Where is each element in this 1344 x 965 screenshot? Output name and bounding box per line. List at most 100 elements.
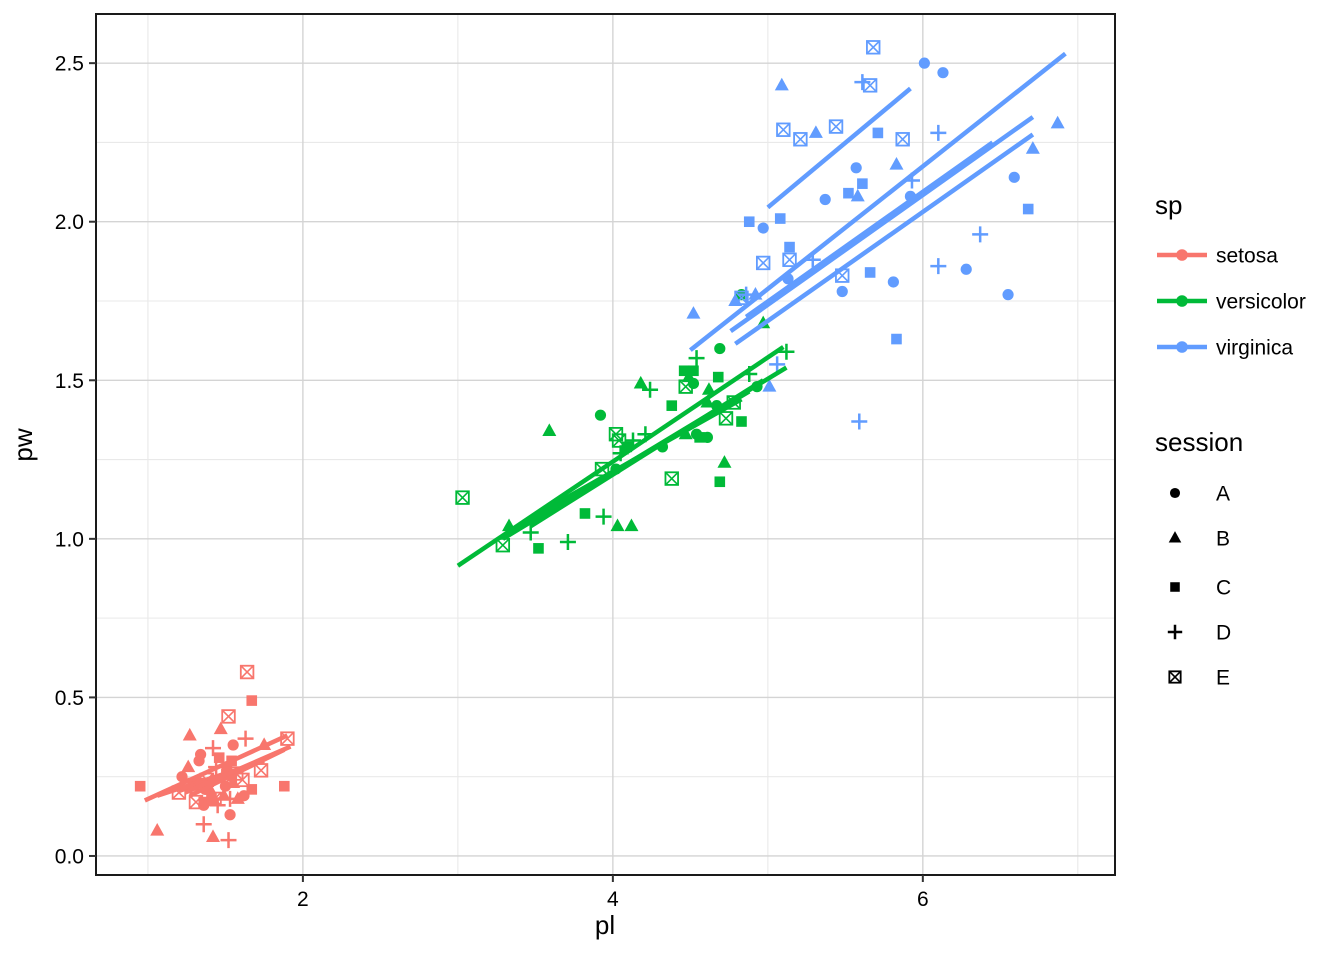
data-point-virginica [757,222,769,234]
square-icon [1170,582,1180,592]
data-point-virginica [743,216,755,228]
data-point-virginica-box [776,122,791,137]
data-point-virginica-box [862,78,878,93]
data-point-setosa [195,816,212,833]
data-point-virginica [930,124,947,141]
data-point-setosa [216,788,231,801]
data-point-virginica-cross [756,256,771,270]
legend-label-session-B: B [1216,528,1230,551]
trend-line-virginica [688,51,1067,352]
data-point-virginica [1050,115,1065,129]
data-point-setosa [279,780,290,792]
data-point-setosa [198,796,210,808]
data-point-virginica [755,255,771,271]
legend: sp setosa versicolor virginica session AB C… [1155,190,1306,690]
data-point-virginica [782,252,797,267]
data-point-virginica [793,132,808,147]
data-point-setosa-box [235,772,250,788]
data-point-setosa [205,740,222,757]
data-point-versicolor [701,431,714,443]
data-point-virginica [872,127,884,139]
y-tick-label: 1.5 [55,370,84,393]
data-point-virginica [960,263,972,275]
data-point-virginica [930,258,947,275]
data-point-versicolor [712,371,724,383]
trend-line-virginica [766,86,912,210]
data-point-versicolor [579,508,591,519]
box-x-icon [1168,670,1182,684]
data-point-virginica [784,241,795,253]
gridlines-minor [96,14,1115,875]
data-point-virginica-cross [863,78,877,93]
legend-sp-entries: setosa versicolor virginica [1157,245,1306,360]
trend-line-setosa [184,744,292,795]
data-point-virginica-box [734,290,749,306]
data-point-virginica-box [782,252,797,267]
data-point-versicolor [778,343,795,360]
data-point-setosa [239,664,255,680]
axis-ticks [89,62,924,882]
regression-lines [143,51,1067,803]
data-point-versicolor [455,490,470,505]
data-point-setosa-box [188,794,204,810]
data-point-versicolor [718,411,734,426]
box-x-icon-box [1168,670,1182,684]
gridlines-major [96,14,1115,875]
data-point-setosa-cross [254,763,268,778]
data-point-virginica [686,306,701,319]
y-axis-title: pw [8,428,38,461]
data-point-versicolor [664,471,679,486]
data-point-setosa [221,765,233,776]
data-point-setosa-cross [221,709,236,724]
data-point-versicolor [542,423,557,437]
data-point-virginica [850,188,865,202]
circle-icon [1169,487,1181,499]
data-point-virginica [774,77,789,91]
data-point-virginica [836,285,848,298]
y-tick-label: 1.0 [55,528,84,551]
data-point-setosa-cross [280,731,295,746]
data-point-virginica-cross [782,252,797,267]
legend-label-setosa: setosa [1216,245,1278,268]
data-point-virginica [862,78,878,93]
x-axis-title: pl [595,910,615,940]
data-point-setosa-cross [240,665,254,679]
trend-line-versicolor [456,345,785,568]
y-tick-label: 0.5 [55,687,84,710]
trend-line-virginica [734,132,1035,346]
data-point-setosa [235,772,250,788]
data-point-virginica [769,356,786,373]
data-point-virginica-box [895,132,910,147]
data-point-setosa [238,790,250,802]
data-point-versicolor [621,441,633,453]
data-point-setosa [213,721,228,735]
data-point-virginica [738,286,755,303]
data-point-virginica-cross [776,122,791,137]
data-point-virginica [774,213,786,224]
data-point-virginica [851,413,868,430]
data-point-virginica-cross [895,132,910,147]
data-point-setosa-box [221,709,236,724]
data-point-versicolor [610,518,625,532]
y-tick-label: 0.0 [55,845,84,868]
data-point-virginica-cross [793,132,808,147]
data-point-virginica [819,193,831,206]
data-point-setosa [176,771,188,783]
data-point-versicolor [688,365,699,377]
legend-label-session-C: C [1216,577,1231,600]
data-point-virginica [808,125,823,138]
data-point-virginica-box [755,255,771,271]
data-point-virginica [828,119,844,134]
data-point-versicolor [717,455,732,468]
trend-line-setosa [143,733,289,803]
triangle-icon [1168,531,1182,543]
data-point-versicolor [633,375,648,389]
data-point-setosa [206,793,217,805]
data-point-versicolor-cross [455,490,470,505]
data-point-versicolor [714,476,726,488]
legend-label-session-A: A [1216,483,1230,506]
data-point-virginica-box [828,119,844,134]
data-point-virginica [972,226,989,243]
data-point-virginica [857,178,868,189]
legend-title-session: session [1155,427,1243,457]
